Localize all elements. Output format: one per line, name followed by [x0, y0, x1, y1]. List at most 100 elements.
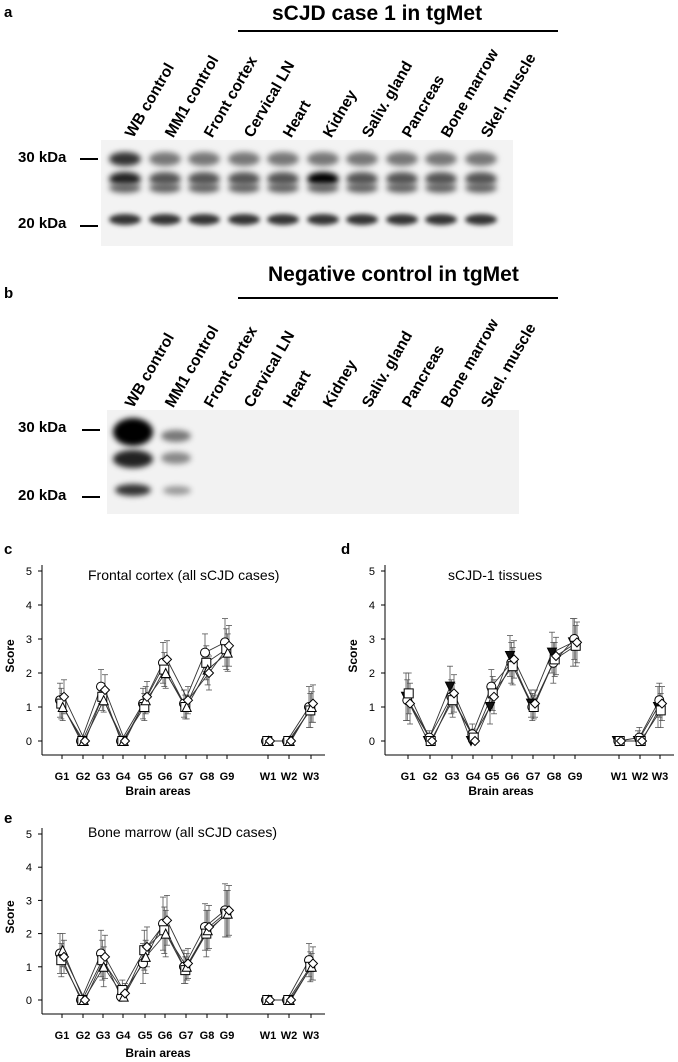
x-tick-label: G5 [138, 771, 153, 783]
x-tick-label: G6 [158, 771, 173, 783]
blot-a-band-bottom [306, 214, 339, 225]
data-point-diamond [99, 684, 111, 696]
panel-a-mw-20-tick [80, 225, 98, 227]
panel-c-letter: c [4, 541, 13, 558]
data-point-diamond [203, 667, 215, 679]
y-tick-label: 5 [369, 566, 375, 578]
x-tick-label: W2 [281, 1030, 298, 1042]
data-point-diamond [79, 994, 91, 1006]
blot-a-band-mid [109, 172, 141, 186]
blot-a-band-low [148, 183, 181, 193]
lane-label-6: Kidney [319, 87, 361, 141]
blot-b-mm1-band-bottom [163, 486, 191, 495]
blot-a-band-top [464, 152, 497, 166]
blot-a-band-mid [227, 172, 260, 186]
data-point-diamond [141, 941, 153, 953]
blot-b-wb-band-top [113, 418, 153, 446]
data-point-triangle [98, 694, 110, 706]
data-point-diamond [469, 735, 481, 747]
blot-a-band-low [346, 183, 378, 193]
blot-a-band-low [109, 183, 141, 193]
data-point-triangle [98, 961, 110, 972]
blot-b-mm1-band-top [161, 430, 191, 442]
y-tick-label: 0 [26, 736, 32, 748]
panel-d-letter: d [341, 541, 351, 558]
data-point-diamond [448, 688, 460, 699]
panel-b-title-rule [238, 297, 558, 299]
x-tick-label: W3 [303, 1030, 320, 1042]
panel-a-western-blot [101, 140, 513, 246]
x-tick-label: W3 [303, 771, 320, 783]
y-tick-label: 0 [369, 736, 375, 748]
blot-b-wb-band-mid [113, 450, 153, 468]
blot-a-band-mid [188, 172, 220, 186]
blot-a-band-low [188, 183, 220, 193]
x-tick-label: G2 [76, 771, 91, 783]
x-tick-label: G9 [220, 1030, 235, 1042]
x-tick-label: W3 [652, 771, 669, 783]
blot-a-band-top [385, 152, 418, 166]
panel-b-mw-20-tick [82, 496, 100, 498]
x-tick-label: G3 [96, 771, 111, 783]
data-point-triangle-down [484, 702, 496, 713]
data-point-diamond [636, 735, 648, 747]
blot-b-mm1-band-mid [161, 452, 191, 464]
x-tick-label: G7 [526, 771, 541, 783]
x-tick-label: G6 [158, 1030, 173, 1042]
data-point-diamond [656, 698, 668, 709]
data-point-diamond [404, 698, 416, 709]
data-point-triangle [160, 667, 172, 678]
blot-a-band-top [425, 152, 457, 166]
data-point-diamond [264, 994, 276, 1006]
blot-a-band-bottom [385, 214, 418, 225]
x-tick-label: G9 [220, 771, 235, 783]
data-point-diamond [307, 958, 319, 969]
series-line-1 [59, 641, 226, 743]
data-point-diamond [488, 691, 500, 703]
blot-a-band-low [227, 183, 260, 193]
blot-a-band-bottom [346, 214, 378, 225]
y-tick-label: 3 [26, 634, 32, 646]
y-tick-label: 1 [26, 962, 32, 974]
panel-b-letter: b [4, 285, 14, 302]
blot-a-band-mid [346, 172, 378, 186]
x-tick-label: G8 [200, 1030, 215, 1042]
lane-label-5: Heart [280, 367, 315, 411]
data-point-triangle [57, 701, 69, 712]
blot-a-band-mid [306, 172, 339, 186]
data-point-triangle [181, 701, 193, 712]
blot-a-band-low [306, 183, 339, 193]
blot-a-band-top [306, 152, 339, 166]
blot-a-band-low [267, 183, 299, 193]
x-tick-label: G1 [401, 771, 416, 783]
blot-a-band-bottom [464, 214, 497, 225]
x-axis-label: Brain areas [125, 784, 191, 798]
x-tick-label: W1 [611, 771, 628, 783]
data-point-triangle [160, 927, 172, 939]
panel-a-letter: a [4, 4, 13, 21]
data-point-diamond [307, 698, 319, 709]
data-point-diamond [615, 735, 627, 747]
chart-title: sCJD-1 tissues [448, 567, 542, 583]
blot-a-band-mid [425, 172, 457, 186]
data-point-diamond [529, 698, 541, 709]
chart-title: Bone marrow (all sCJD cases) [88, 824, 277, 840]
x-axis-label: Brain areas [125, 1046, 191, 1060]
chart-title: Frontal cortex (all sCJD cases) [88, 567, 279, 583]
blot-a-band-top [109, 152, 141, 166]
panel-a-title: sCJD case 1 in tgMet [272, 2, 483, 25]
panel-b-mw-30-tick [82, 429, 100, 431]
x-tick-label: G8 [200, 771, 215, 783]
y-tick-label: 1 [369, 702, 375, 714]
data-point-triangle-down [444, 681, 456, 693]
panel-a-title-rule [238, 30, 558, 32]
data-point-diamond [550, 650, 562, 662]
data-point-diamond [203, 921, 215, 933]
x-tick-label: G7 [179, 771, 194, 783]
x-tick-label: W1 [260, 1030, 277, 1042]
panel-a-mw-30: 30 kDa [18, 149, 67, 166]
data-point-diamond [161, 915, 173, 926]
series-line-1-white-matter [266, 706, 310, 742]
blot-a-band-top [346, 152, 378, 166]
data-point-diamond [161, 654, 173, 665]
